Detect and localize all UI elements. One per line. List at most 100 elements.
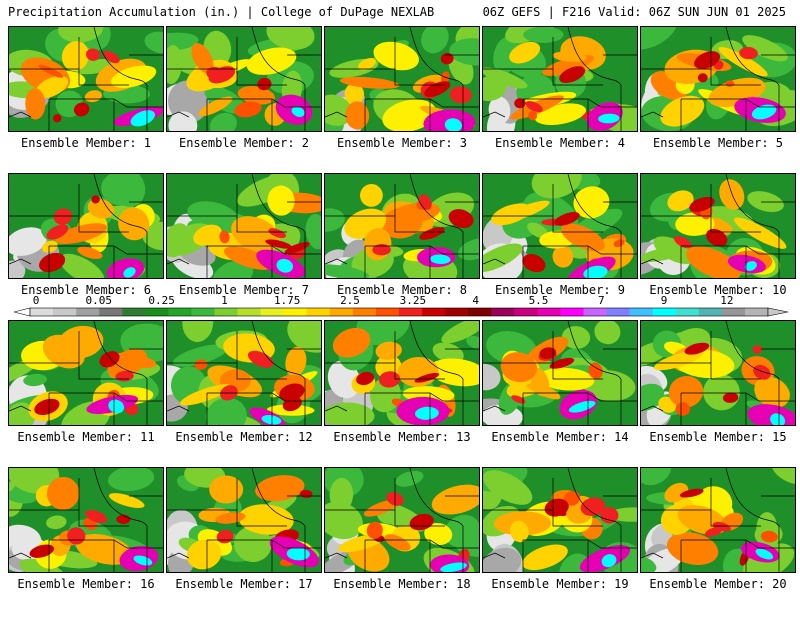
- state-border: [641, 111, 664, 118]
- colorbar-tick-label: 7: [598, 294, 605, 307]
- state-border: [167, 258, 190, 265]
- heavy-precip-area: [679, 488, 704, 498]
- precip-map: [640, 26, 796, 132]
- heavy-precip-area: [419, 227, 445, 240]
- colorbar-swatch: [283, 308, 308, 316]
- moderate-precip-area: [75, 533, 133, 565]
- heavy-precip-area: [563, 491, 581, 506]
- heavy-precip-area: [85, 509, 108, 524]
- state-border: [167, 215, 287, 233]
- moderate-precip-area: [384, 534, 411, 551]
- state-border: [49, 98, 163, 108]
- heavy-precip-area: [760, 530, 778, 543]
- moderate-precip-area: [522, 544, 568, 571]
- heavy-precip-area: [511, 395, 526, 404]
- ensemble-member-label: Ensemble Member: 9: [494, 283, 626, 297]
- state-border: [93, 321, 148, 425]
- state-border: [251, 27, 306, 131]
- colorbar-tick-label: 2.5: [340, 294, 360, 307]
- heavy-precip-area: [722, 392, 739, 403]
- heavy-precip-area: [39, 252, 66, 273]
- heavy-precip-area: [554, 212, 580, 226]
- extreme-precip-area: [276, 258, 294, 273]
- colorbar-swatch: [122, 308, 146, 316]
- colorbar-tick-label: 9: [661, 294, 668, 307]
- colorbar-tick-label: 0.25: [148, 294, 175, 307]
- moderate-precip-area: [561, 223, 605, 252]
- state-border: [483, 552, 506, 559]
- ensemble-member-label: Ensemble Member: 12: [175, 430, 313, 444]
- heavy-precip-area: [600, 507, 619, 524]
- precip-map: [324, 467, 480, 573]
- light-precip-area: [483, 67, 528, 89]
- state-border: [207, 539, 321, 549]
- ensemble-member-panel: Ensemble Member: 1: [8, 26, 164, 176]
- moderate-precip-area: [363, 499, 398, 517]
- light-precip-area: [325, 501, 363, 540]
- colorbar-min-arrow: [13, 307, 31, 317]
- state-border: [167, 362, 287, 380]
- light-precip-area: [287, 321, 321, 353]
- heavy-precip-area: [549, 357, 575, 369]
- heavy-precip-area: [208, 66, 236, 84]
- colorbar-swatch: [237, 308, 261, 316]
- precip-map: [640, 173, 796, 279]
- colorbar-swatch: [352, 308, 377, 316]
- heavy-precip-area: [440, 52, 454, 65]
- state-border: [9, 68, 129, 86]
- state-border: [251, 174, 306, 278]
- state-border: [365, 245, 479, 255]
- state-border: [483, 68, 603, 86]
- light-precip-area: [395, 470, 424, 487]
- precip-map: [166, 26, 322, 132]
- precip-map: [8, 26, 164, 132]
- heavy-precip-area: [116, 514, 131, 525]
- moderate-precip-area: [267, 185, 295, 216]
- state-border: [207, 245, 321, 255]
- extreme-precip-area: [444, 118, 463, 131]
- light-precip-area: [531, 174, 582, 199]
- colorbar-swatch: [629, 308, 653, 316]
- moderate-precip-area: [429, 358, 479, 387]
- moderate-precip-area: [686, 246, 741, 278]
- light-precip-area: [107, 468, 155, 492]
- state-border: [725, 27, 780, 131]
- heavy-precip-area: [99, 351, 120, 368]
- product-title: Precipitation Accumulation (in.) | Colle…: [8, 5, 435, 19]
- ensemble-member-label: Ensemble Member: 3: [336, 136, 468, 150]
- colorbar-swatch: [652, 308, 677, 316]
- heavy-precip-area: [580, 497, 606, 516]
- precip-map: [8, 173, 164, 279]
- heavy-precip-area: [102, 50, 120, 64]
- heavy-precip-area: [91, 195, 100, 204]
- moderate-precip-area: [237, 86, 275, 105]
- light-precip-area: [432, 342, 464, 363]
- colorbar-swatch: [537, 308, 561, 316]
- heavy-precip-area: [689, 196, 715, 212]
- heavy-precip-area: [219, 230, 230, 244]
- light-precip-area: [609, 507, 637, 522]
- precip-map: [640, 320, 796, 426]
- light-precip-area: [59, 253, 105, 278]
- moderate-precip-area: [46, 476, 80, 510]
- light-precip-area: [594, 321, 621, 345]
- ensemble-member-panel: Ensemble Member: 20: [640, 467, 796, 617]
- state-border: [409, 27, 464, 131]
- light-precip-area: [110, 174, 146, 207]
- extreme-precip-area: [123, 267, 136, 278]
- extreme-precip-area: [568, 400, 596, 413]
- dry-area: [483, 547, 522, 572]
- state-border: [681, 245, 795, 255]
- state-border: [725, 468, 780, 572]
- colorbar-swatch: [168, 308, 192, 316]
- state-border: [9, 215, 129, 233]
- colorbar-swatch: [30, 308, 54, 316]
- colorbar-swatch: [514, 308, 538, 316]
- state-border: [681, 392, 795, 402]
- moderate-precip-area: [332, 327, 371, 358]
- light-precip-area: [441, 321, 479, 344]
- precip-map: [324, 173, 480, 279]
- light-precip-area: [167, 45, 183, 85]
- colorbar-tick-label: 1.75: [274, 294, 301, 307]
- heavy-precip-area: [414, 372, 440, 383]
